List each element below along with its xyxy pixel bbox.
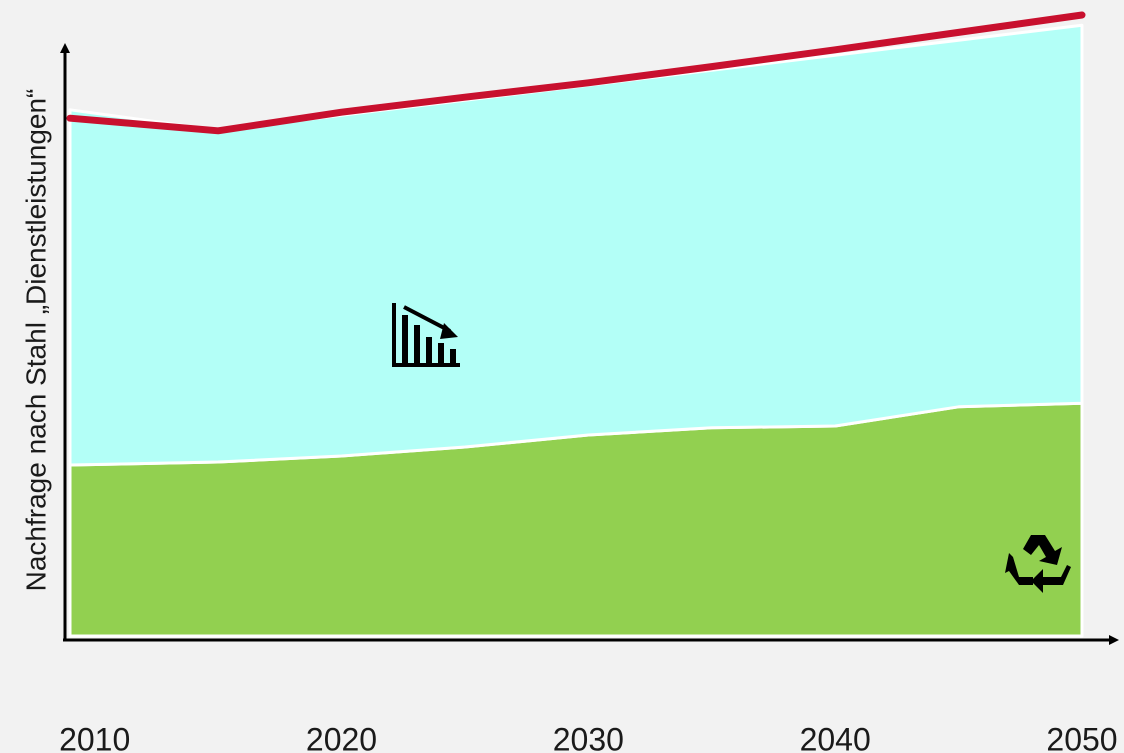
- x-tick-label: 2030: [553, 721, 624, 753]
- plot-area: [66, 11, 1086, 638]
- x-tick-label: 2020: [306, 721, 377, 753]
- x-tick-label: 2050: [1046, 721, 1117, 753]
- y-axis-label: Nachfrage nach Stahl „Dienstleistungen“: [20, 89, 51, 592]
- decline-icon: [392, 303, 460, 367]
- demand-line: [66, 11, 1086, 135]
- x-tick-label: 2010: [59, 721, 130, 753]
- recycle-icon: [1005, 535, 1071, 593]
- x-tick-label: 2040: [800, 721, 871, 753]
- area: [68, 23, 1084, 467]
